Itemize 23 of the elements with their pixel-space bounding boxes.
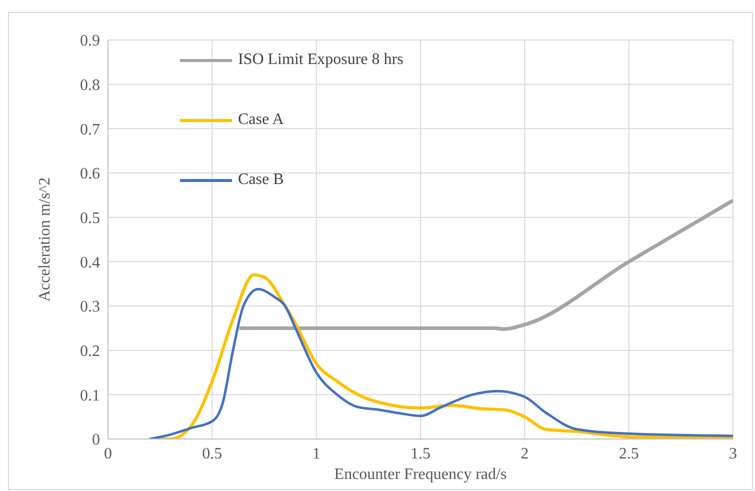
legend-label: Case A <box>238 111 284 129</box>
legend-label: Case B <box>238 171 284 189</box>
x-tick-label: 1 <box>312 445 320 462</box>
y-tick-label: 0.2 <box>80 343 100 360</box>
x-tick-label: 0.5 <box>202 445 222 462</box>
y-tick-label: 0.4 <box>80 254 100 272</box>
x-tick-label: 1.5 <box>410 445 430 462</box>
y-tick-label: 0.3 <box>80 298 100 316</box>
legend-label: ISO Limit Exposure 8 hrs <box>238 51 404 69</box>
y-tick-label: 0.6 <box>80 166 100 183</box>
x-tick-label: 2 <box>520 445 529 462</box>
y-tick-label: 0.1 <box>80 387 100 404</box>
x-tick-label: 2.5 <box>618 445 639 462</box>
y-tick-label: 0.9 <box>80 32 100 50</box>
x-tick-label: 3 <box>729 445 737 462</box>
x-axis-title: Encounter Frequency rad/s <box>334 466 507 483</box>
x-tick-label: 0 <box>104 445 112 462</box>
y-tick-label: 0.7 <box>80 121 100 138</box>
y-tick-label: 0.5 <box>80 210 100 228</box>
line-series <box>237 198 733 331</box>
y-tick-label: 0 <box>92 432 100 449</box>
y-tick-label: 0.8 <box>80 77 100 94</box>
y-axis-title: Acceleration m/s^2 <box>36 177 54 302</box>
